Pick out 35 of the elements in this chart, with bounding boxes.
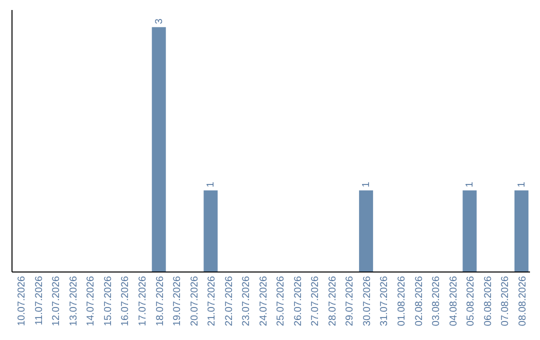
data-label: 1 (516, 181, 528, 188)
x-tick-label: 15.07.2026 (102, 276, 114, 326)
x-tick-label: 02.08.2026 (414, 276, 425, 326)
x-tick-label: 13.07.2026 (68, 276, 80, 326)
x-tick-label: 11.07.2026 (34, 276, 45, 326)
x-tick-label: 23.07.2026 (241, 276, 252, 326)
x-tick-label: 25.07.2026 (276, 276, 287, 326)
x-tick-label: 14.07.2026 (86, 276, 97, 326)
x-tick-label: 06.08.2026 (482, 276, 494, 326)
x-tick-label: 05.08.2026 (466, 276, 477, 326)
x-tick-label: 08.08.2026 (517, 276, 528, 326)
x-tick-label: 04.08.2026 (448, 276, 460, 326)
x-tick-label: 30.07.2026 (362, 276, 373, 326)
data-label: 1 (464, 181, 476, 188)
x-tick-label: 18.07.2026 (154, 276, 166, 326)
x-tick-label: 03.08.2026 (431, 276, 442, 326)
x-tick-label: 10.07.2026 (16, 276, 28, 326)
x-tick-label: 28.07.2026 (327, 276, 338, 326)
x-tick-label: 01.08.2026 (396, 276, 408, 326)
x-tick-label: 16.07.2026 (120, 276, 132, 326)
x-tick-label: 12.07.2026 (51, 276, 62, 326)
x-tick-label: 27.07.2026 (310, 276, 322, 326)
data-label: 3 (154, 18, 165, 24)
data-label: 1 (361, 181, 372, 188)
x-tick-label: 22.07.2026 (224, 276, 235, 326)
x-tick-label: 21.07.2026 (206, 276, 218, 326)
x-tick-label: 29.07.2026 (344, 276, 356, 326)
x-tick-label: 17.07.2026 (138, 276, 148, 326)
x-tick-label: 31.07.2026 (379, 276, 390, 326)
x-tick-label: 24.07.2026 (258, 276, 270, 326)
x-tick-label: 19.07.2026 (172, 276, 184, 326)
x-tick-label: 26.07.2026 (292, 276, 304, 326)
data-label: 1 (206, 181, 217, 188)
x-tick-label: 20.07.2026 (189, 276, 200, 326)
x-tick-label: 07.08.2026 (500, 276, 512, 326)
